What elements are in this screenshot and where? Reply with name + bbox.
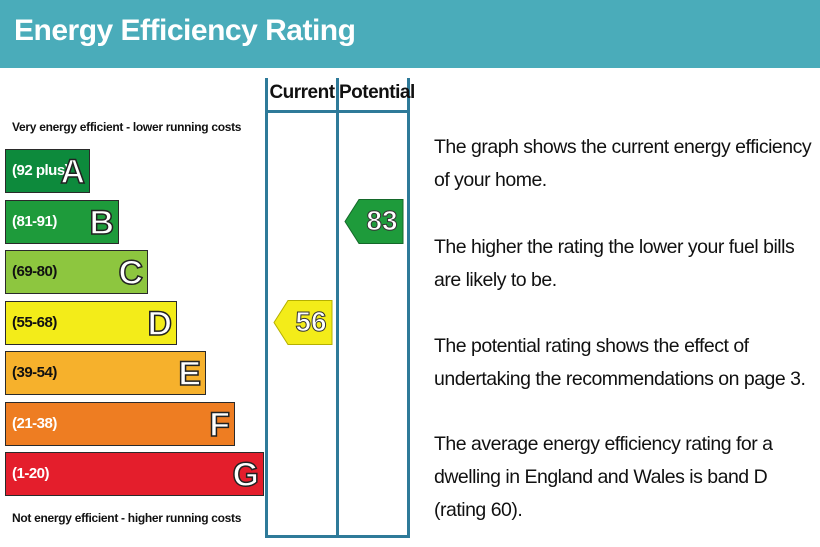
band-b: (81-91) B [5, 199, 119, 244]
band-e: (39-54) E [5, 351, 206, 395]
band-letter: D [147, 304, 173, 344]
band-letter: B [89, 203, 115, 243]
band-range-label: (92 plus) [12, 162, 70, 179]
band-range-label: (1-20) [12, 465, 50, 482]
potential-rating-value: 83 [366, 204, 398, 236]
band-f: (21-38) F [5, 401, 235, 446]
description-paragraph-4: The average energy efficiency rating for… [434, 433, 773, 521]
band-range-label: (55-68) [12, 313, 57, 331]
current-rating-value: 56 [295, 305, 327, 337]
description-paragraph-1: The graph shows the current energy effic… [434, 136, 812, 191]
band-a: (92 plus) A [5, 149, 90, 193]
potential-rating-arrow [344, 199, 404, 244]
column-divider-line [336, 78, 339, 538]
band-letter: G [232, 455, 260, 495]
column-bottom-rule [265, 535, 410, 538]
band-range-label: (21-38) [12, 414, 57, 432]
page-title: Energy Efficiency Rating [14, 14, 356, 47]
scale-top-caption: Very energy efficient - lower running co… [12, 120, 242, 134]
scale-bottom-caption: Not energy efficient - higher running co… [12, 511, 242, 525]
band-c: (69-80) C [5, 250, 148, 294]
band-range-label: (69-80) [12, 263, 57, 280]
band-range-label: (81-91) [12, 212, 57, 230]
band-g: (1-20) G [5, 452, 264, 496]
band-letter: E [178, 354, 202, 394]
current-column-left-line [265, 78, 268, 538]
current-rating-arrow [273, 300, 333, 345]
description-paragraph-3: The potential rating shows the effect of… [434, 335, 806, 390]
band-range-label: (39-54) [12, 364, 57, 381]
header-bar: Energy Efficiency Rating [0, 0, 820, 68]
band-d: (55-68) D [5, 300, 177, 345]
band-letter: C [118, 253, 144, 293]
band-letter: F [208, 405, 230, 445]
band-letter: A [60, 152, 86, 192]
description-paragraph-2: The higher the rating the lower your fue… [434, 236, 795, 291]
column-header-rule [265, 110, 410, 113]
potential-column-right-line [407, 78, 410, 538]
current-column-header: Current [269, 82, 335, 103]
potential-column-header: Potential [339, 82, 415, 103]
